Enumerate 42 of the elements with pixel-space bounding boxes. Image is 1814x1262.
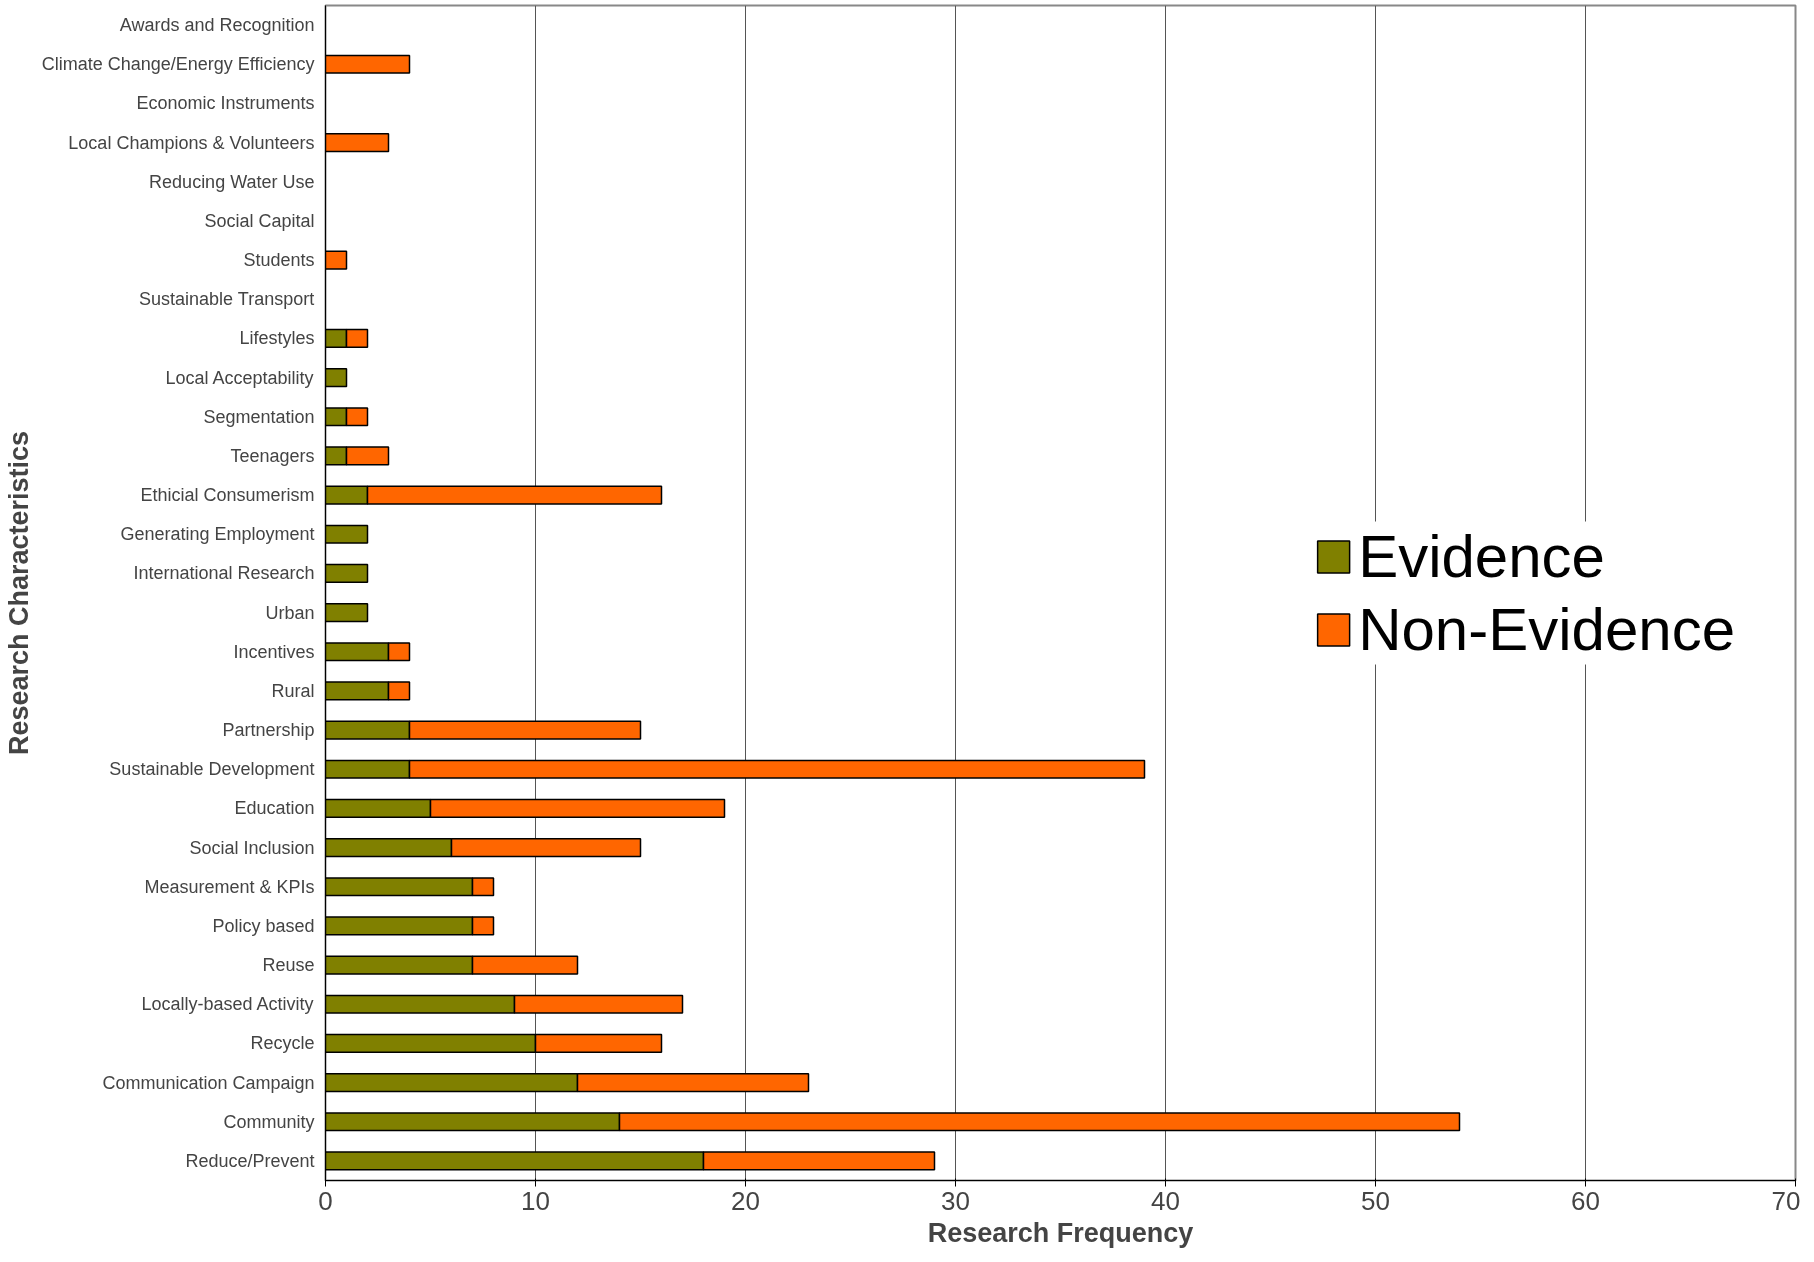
y-tick-label: Teenagers [230, 445, 315, 466]
y-tick-label: Lifestyles [239, 328, 315, 349]
y-tick-label: Rural [271, 680, 315, 701]
y-tick-label: Sustainable Transport [139, 289, 315, 310]
y-tick-label: Awards and Recognition [119, 15, 315, 36]
y-tick-label: Segmentation [203, 406, 315, 427]
y-tick-label: Local Acceptability [165, 367, 314, 388]
x-tick-label: 0 [318, 1185, 333, 1216]
x-tick-label: 60 [1571, 1185, 1600, 1216]
y-tick-label: Reducing Water Use [149, 171, 315, 192]
y-tick-label: Economic Instruments [136, 93, 315, 114]
y-tick-label: Reuse [262, 955, 315, 976]
y-tick-label: Climate Change/Energy Efficiency [41, 54, 315, 75]
y-tick-label: Ethicial Consumerism [140, 485, 315, 506]
y-tick-label: Recycle [250, 1033, 315, 1054]
y-tick-label: Sustainable Development [109, 759, 315, 780]
y-tick-label: International Research [133, 563, 315, 584]
legend-label: Evidence [1358, 521, 1605, 591]
legend-label: Non-Evidence [1358, 594, 1735, 664]
y-tick-label: Social Capital [204, 210, 315, 231]
y-tick-label: Incentives [233, 641, 315, 662]
x-tick-label: 30 [941, 1185, 970, 1216]
y-tick-label: Urban [265, 602, 315, 623]
y-tick-label: Generating Employment [120, 524, 315, 545]
y-tick-label: Community [223, 1111, 315, 1132]
y-tick-label: Partnership [222, 720, 315, 741]
x-axis-title: Research Frequency [927, 1217, 1194, 1248]
y-tick-label: Students [243, 250, 315, 271]
x-tick-label: 70 [1771, 1185, 1801, 1216]
y-axis-title: Research Characteristics [3, 430, 34, 756]
y-tick-label: Policy based [212, 915, 315, 936]
y-tick-label: Education [234, 798, 315, 819]
y-tick-label: Local Champions & Volunteers [68, 132, 315, 153]
x-tick-label: 20 [731, 1185, 760, 1216]
y-tick-label: Social Inclusion [189, 837, 315, 858]
y-tick-label: Communication Campaign [102, 1072, 315, 1093]
x-tick-label: 40 [1151, 1185, 1180, 1216]
y-tick-label: Reduce/Prevent [185, 1150, 315, 1171]
y-tick-label: Measurement & KPIs [144, 876, 315, 897]
x-tick-label: 50 [1361, 1185, 1390, 1216]
x-tick-label: 10 [521, 1185, 550, 1216]
y-tick-label: Locally-based Activity [141, 994, 314, 1015]
